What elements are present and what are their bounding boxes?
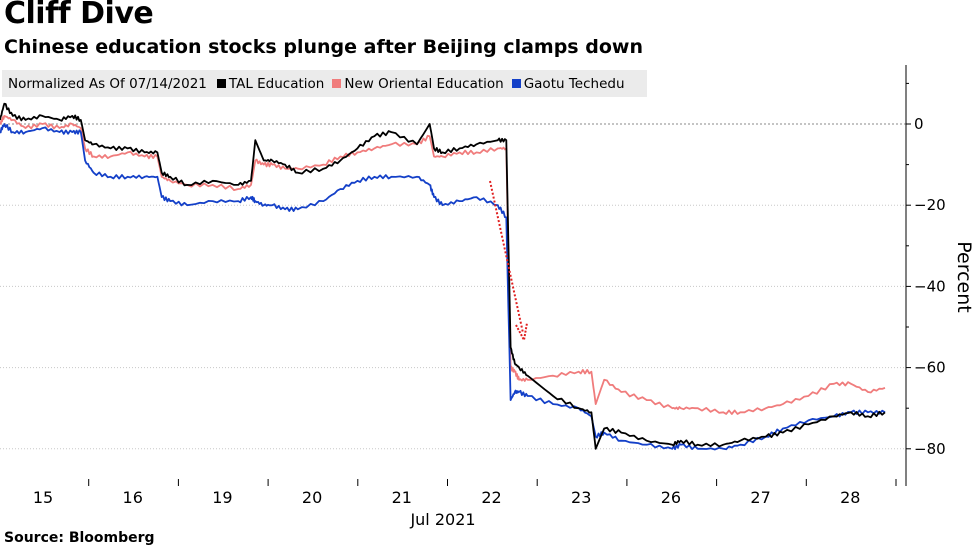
x-tick-label-5: 22 [481,488,501,507]
x-tick-label-7: 26 [661,488,681,507]
legend-note: Normalized As Of 07/14/2021 [8,75,207,92]
x-axis-label: Jul 2021 [409,510,475,529]
y-axis-label: Percent [953,241,975,313]
chart-title: Cliff Dive [4,0,154,31]
series-line-0 [0,102,886,450]
arrow-shaft [489,180,524,334]
x-tick-label-4: 21 [392,488,412,507]
legend-swatch-tal [216,79,226,88]
legend-label-gaotu: Gaotu Techedu [523,75,625,92]
legend-entry-new-oriental: New Oriental Education [332,75,504,92]
x-tick-label-3: 20 [302,488,322,507]
x-tick-label-6: 23 [571,488,591,507]
legend-swatch-new-oriental [332,79,342,88]
legend-label-new-oriental: New Oriental Education [344,75,504,92]
y-tick-label-3: −60 [914,359,946,377]
series-line-1 [0,115,886,415]
x-tick-label-8: 27 [750,488,770,507]
x-tick-label-0: 15 [33,488,53,507]
x-tick-label-9: 28 [840,488,860,507]
series-line-2 [0,123,886,451]
x-tick-label-1: 16 [123,488,143,507]
legend: Normalized As Of 07/14/2021 TAL Educatio… [2,70,647,97]
source-note: Source: Bloomberg [4,530,155,546]
chart-subtitle: Chinese education stocks plunge after Be… [4,36,643,58]
legend-swatch-gaotu [511,79,521,88]
arrow-head [515,322,528,344]
series-lines [0,102,886,451]
y-tick-label-1: −20 [914,196,946,214]
x-tick-label-2: 19 [212,488,232,507]
legend-label-tal: TAL Education [228,75,325,92]
y-tick-label-2: −40 [914,277,946,295]
legend-entry-tal: TAL Education [216,75,325,92]
grid-lines [0,123,906,450]
annotation-arrow [489,180,528,344]
y-tick-label-0: 0 [914,115,924,133]
legend-entry-gaotu: Gaotu Techedu [511,75,625,92]
y-tick-label-4: −80 [914,440,946,458]
axes: 0 −20 −40 −60 −80 15 16 19 20 21 22 23 26 27 28 [33,65,946,507]
